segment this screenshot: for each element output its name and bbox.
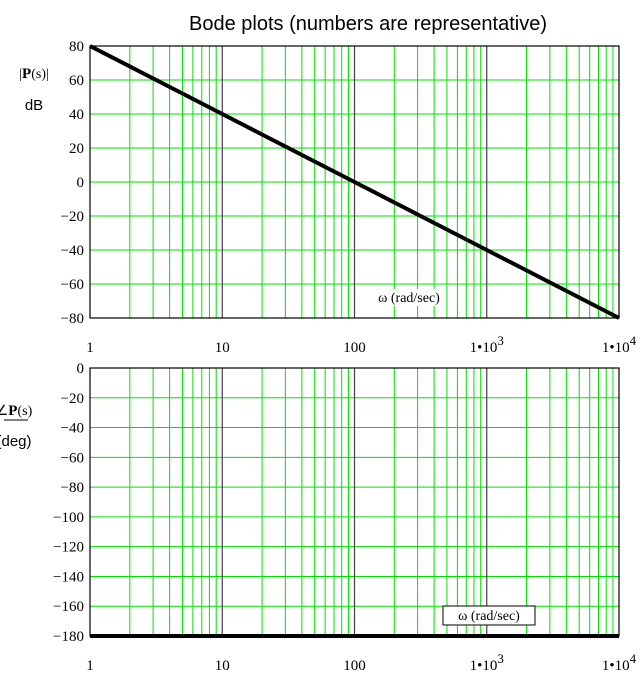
y-tick-label: −180 [53,629,84,645]
xlabel-background [372,289,446,306]
y-tick-label: −140 [53,569,84,585]
chart-title: Bode plots (numbers are representative) [189,13,547,35]
magnitude-ylabel: |P(s)| [19,66,49,82]
magnitude-ylabel-unit: dB [25,97,43,114]
x-tick-label: 10 [215,658,230,673]
y-tick-label: −40 [61,421,84,437]
x-tick-label: 1•103 [470,651,504,673]
y-tick-label: 0 [77,175,85,191]
y-tick-label: 20 [69,141,84,157]
x-axis-label: ω (rad/sec) [458,609,520,624]
y-tick-label: 80 [69,39,84,55]
y-tick-label: −60 [61,277,84,293]
phase-ylabel-unit: (deg) [0,433,32,450]
y-tick-label: −40 [61,243,84,259]
x-tick-label: 1•103 [470,333,504,356]
y-tick-label: 40 [69,107,84,123]
y-tick-label: −100 [53,510,84,526]
x-tick-label: 1 [86,340,94,356]
y-tick-label: −120 [53,540,84,556]
phase-ylabel: ∠P(s) [0,403,33,419]
y-tick-label: −80 [61,480,84,496]
y-tick-label: −60 [61,450,84,466]
magnitude-trace [89,44,620,320]
xlabel-box [442,605,536,626]
y-tick-label: −80 [61,311,84,327]
y-tick-label: 0 [77,361,85,377]
plot-frame [89,45,620,319]
x-axis-label: ω (rad/sec) [378,291,440,306]
y-tick-label: −160 [53,599,84,615]
x-tick-label: 100 [343,340,366,356]
magnitude-plot: 80 60 40 20 0 −20 −40 −60 −801 10 100 1•103 1•104 ω (… [61,39,637,356]
x-tick-label: 1•104 [602,651,637,673]
x-tick-label: 1•104 [602,333,637,356]
y-tick-label: −20 [61,209,84,225]
x-tick-label: 10 [215,340,230,356]
y-tick-label: −20 [61,391,84,407]
y-tick-label: 60 [69,73,84,89]
x-tick-label: 100 [343,658,366,673]
x-tick-label: 1 [86,658,94,673]
